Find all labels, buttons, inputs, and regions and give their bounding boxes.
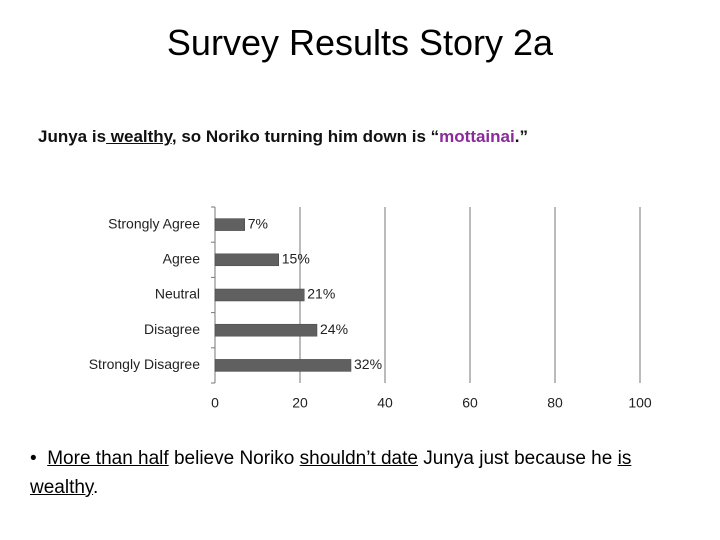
bar [214, 359, 352, 372]
text: , so Noriko turning him down is “ [171, 127, 440, 146]
text: mottainai [439, 127, 515, 146]
bar [214, 323, 318, 337]
question: Junya is wealthy, so Noriko turning him … [38, 127, 528, 147]
bullet: • More than half believe Noriko shouldn’… [30, 448, 632, 498]
x-tick-label: 80 [547, 395, 563, 411]
text: is wealthy [30, 448, 632, 498]
text: believe Noriko [168, 448, 300, 469]
y-tick-label: Neutral [155, 286, 200, 302]
x-tick-label: 40 [377, 395, 393, 411]
text: shouldn’t date [299, 448, 418, 469]
bar [214, 288, 305, 302]
bar [214, 218, 245, 231]
text: .” [514, 127, 528, 146]
data-label: 7% [248, 215, 268, 231]
text: More than half [47, 448, 169, 469]
data-label: 21% [307, 286, 335, 302]
slide-title: Survey Results Story 2a [166, 22, 554, 63]
x-tick-label: 100 [628, 395, 652, 411]
x-tick-label: 60 [462, 395, 478, 411]
x-tick-label: 0 [211, 395, 219, 411]
data-label: 15% [282, 251, 310, 267]
y-tick-label: Strongly Agree [108, 215, 200, 231]
text: Junya is [38, 127, 107, 146]
data-label: 24% [320, 321, 348, 337]
text: Junya just because he [417, 448, 618, 469]
x-tick-label: 20 [292, 395, 308, 411]
bar [214, 253, 279, 267]
text: . [93, 477, 99, 498]
y-tick-label: Disagree [144, 321, 200, 337]
text: wealthy [106, 127, 172, 146]
data-label: 32% [354, 356, 382, 372]
y-tick-label: Strongly Disagree [89, 356, 200, 372]
y-tick-label: Agree [163, 251, 201, 267]
